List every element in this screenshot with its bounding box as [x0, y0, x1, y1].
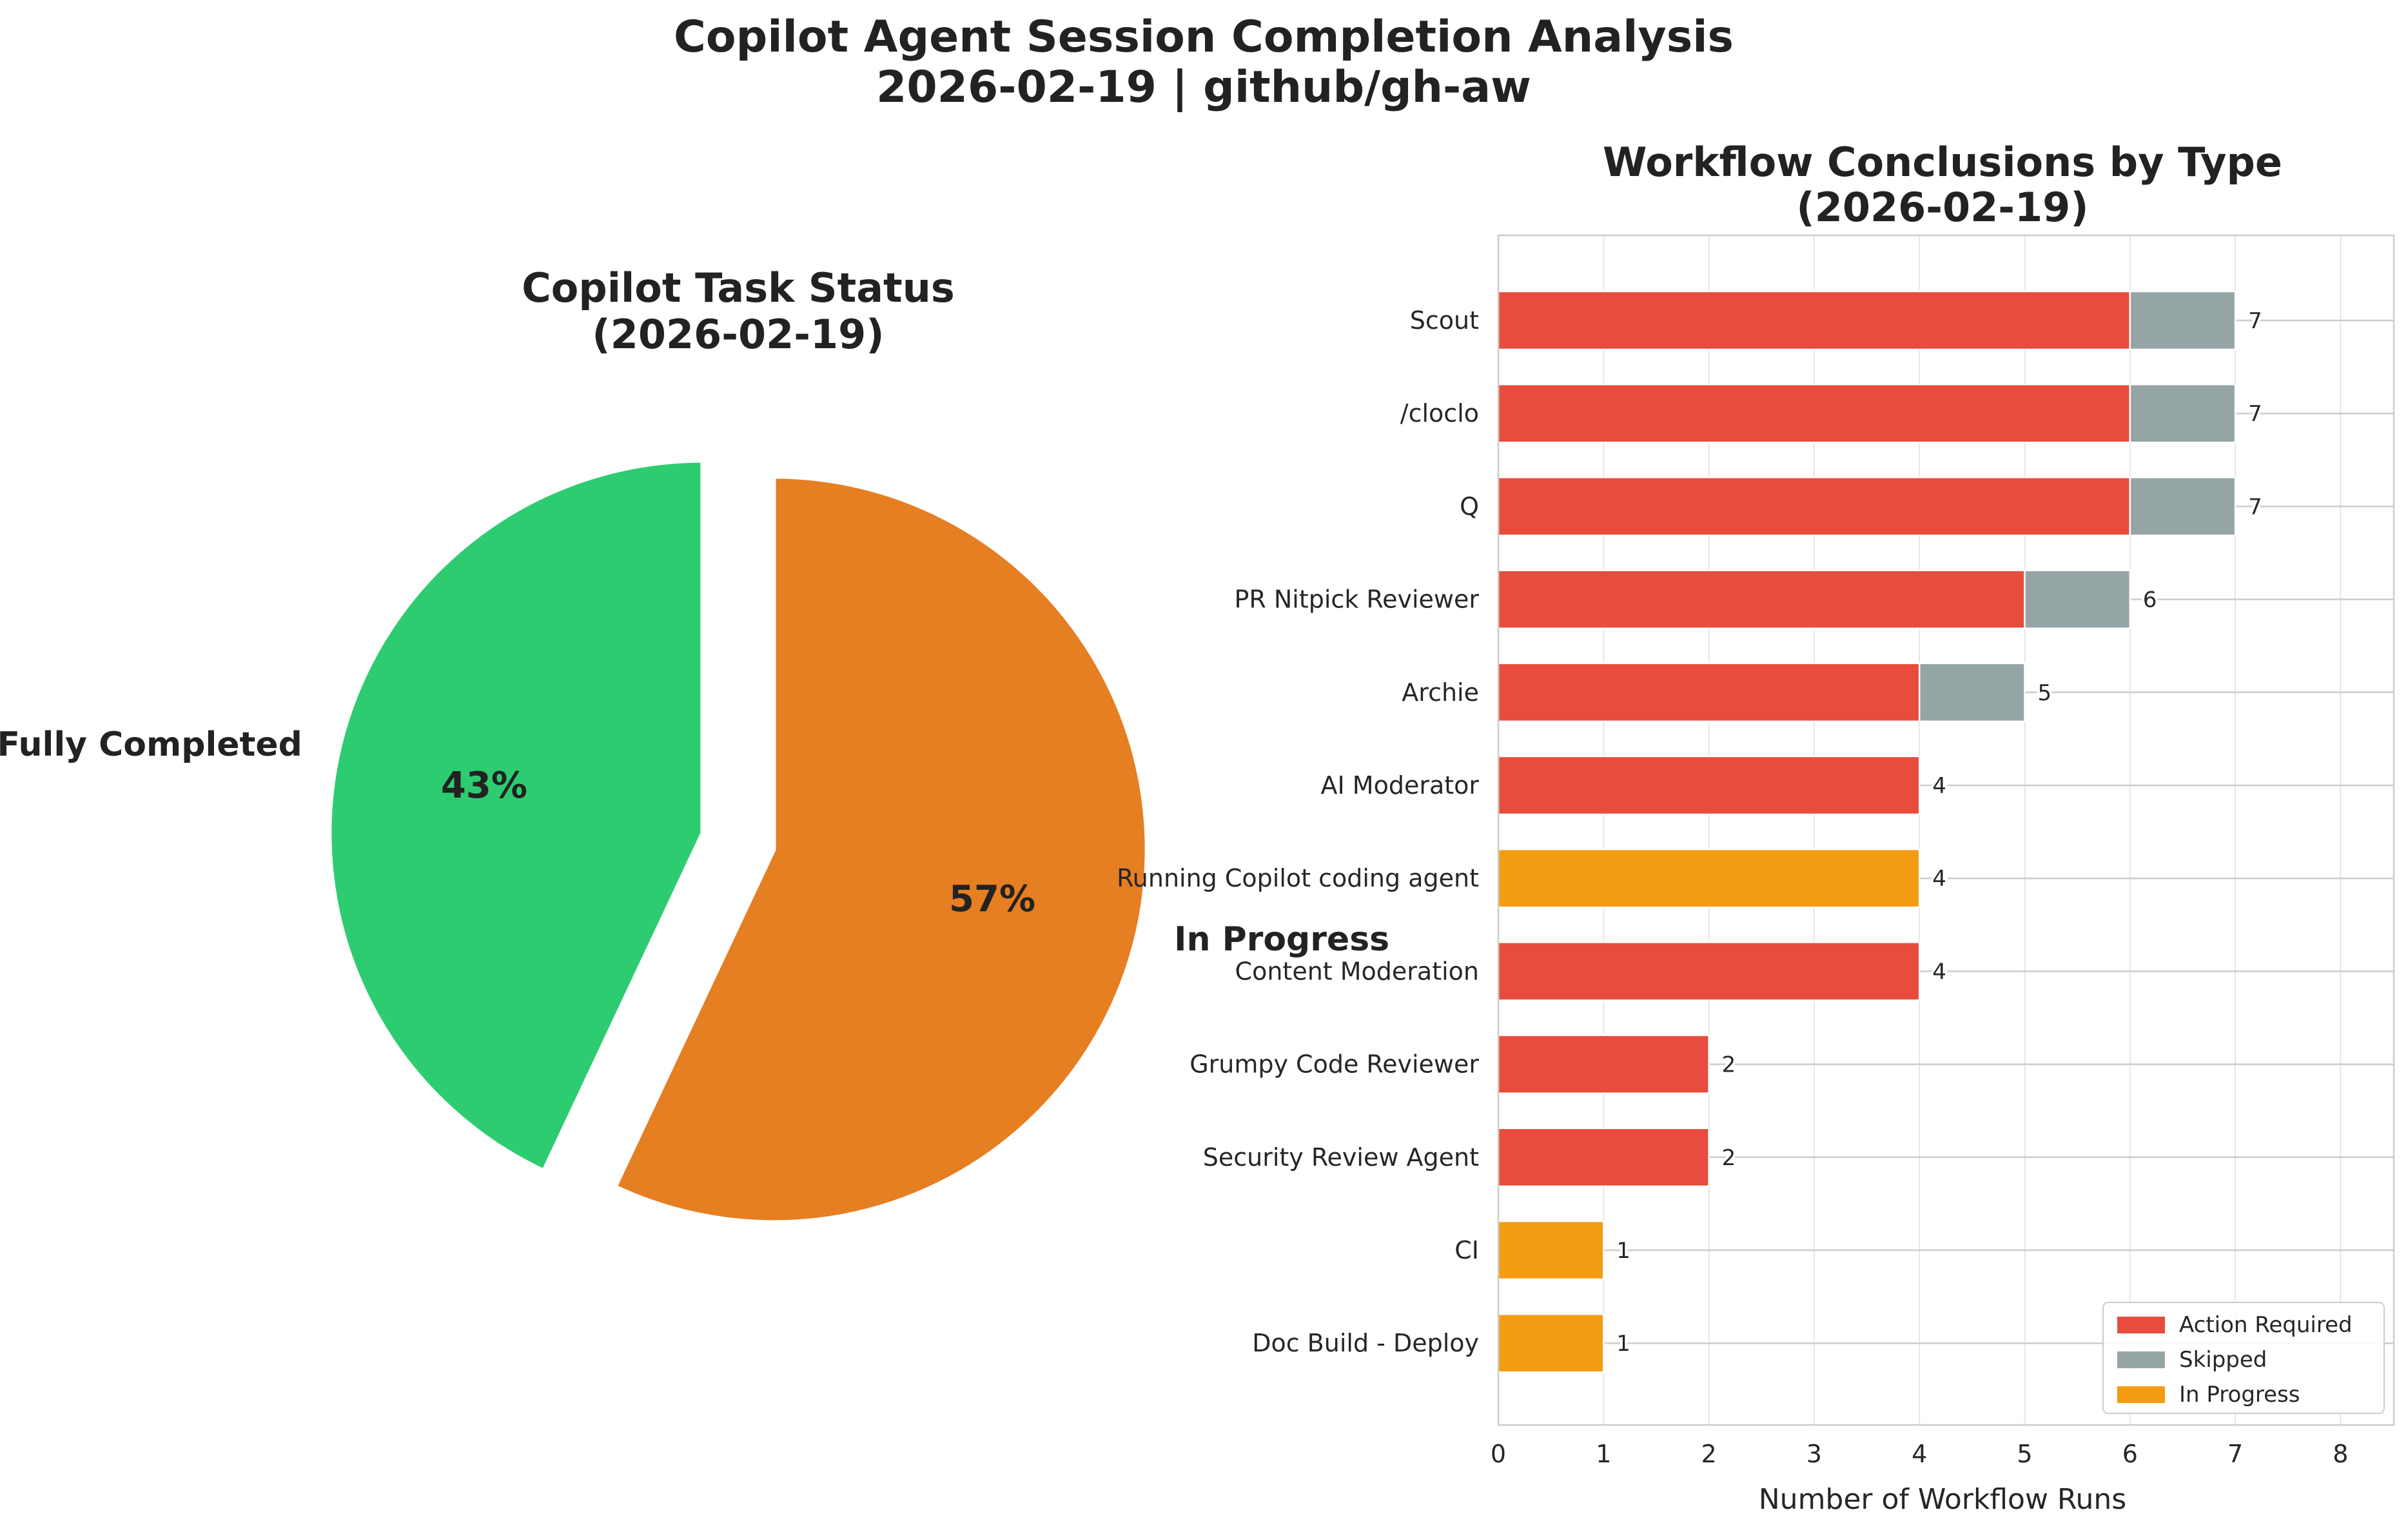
- bar-total-label: 4: [1932, 866, 1946, 892]
- x-tick-label: 0: [1491, 1440, 1506, 1468]
- pie-category-label: Fully Completed: [0, 725, 302, 764]
- plot-frame: [1497, 234, 2395, 1426]
- x-axis-label: Number of Workflow Runs: [1759, 1483, 2126, 1516]
- y-category-label: AI Moderator: [1321, 771, 1480, 800]
- bar-skipped: [2129, 383, 2237, 444]
- bar-total-label: 7: [2248, 308, 2262, 334]
- x-tick-label: 1: [1596, 1440, 1611, 1468]
- y-category-label: Doc Build - Deploy: [1252, 1329, 1479, 1357]
- y-category-label: CI: [1454, 1236, 1479, 1264]
- y-category-label: Grumpy Code Reviewer: [1189, 1050, 1479, 1079]
- x-tick-label: 8: [2333, 1440, 2348, 1468]
- bar-total-label: 5: [2038, 680, 2052, 706]
- y-category-label: Q: [1460, 492, 1479, 520]
- bar-chart: Workflow Conclusions by Type (2026-02-19…: [1117, 139, 2395, 1516]
- bar-total-label: 4: [1932, 959, 1946, 985]
- legend-label: Skipped: [2179, 1347, 2267, 1373]
- y-category-label: /cloclo: [1400, 399, 1479, 427]
- bar-action-required: [1497, 755, 1921, 816]
- pie-slice-in-progress: [612, 475, 1149, 1224]
- bar-skipped: [2129, 476, 2237, 536]
- bar-action-required: [1497, 1034, 1710, 1094]
- pie-percentage-label: 57%: [949, 878, 1035, 920]
- pie-chart: Copilot Task Status (2026-02-19) Fully C…: [0, 264, 1389, 1224]
- y-category-label: Running Copilot coding agent: [1117, 864, 1479, 892]
- x-tick-label: 7: [2227, 1440, 2243, 1468]
- x-tick-label: 2: [1701, 1440, 1717, 1468]
- bar-action-required: [1497, 941, 1921, 1001]
- pie-percentage-label: 43%: [441, 765, 527, 807]
- bar-skipped: [2129, 290, 2237, 351]
- bar-action-required: [1497, 383, 2131, 444]
- bar-total-label: 1: [1616, 1331, 1630, 1357]
- y-category-label: Scout: [1410, 306, 1479, 335]
- x-tick-label: 5: [2017, 1440, 2032, 1468]
- pie-subtitle: (2026-02-19): [592, 311, 884, 358]
- legend-swatch: [2117, 1317, 2165, 1333]
- bar-action-required: [1497, 1127, 1710, 1188]
- bar-total-label: 6: [2143, 587, 2157, 613]
- bar-action-required: [1497, 569, 2026, 629]
- bar-total-label: 4: [1932, 773, 1946, 799]
- legend-swatch: [2117, 1351, 2165, 1368]
- y-category-label: Archie: [1402, 678, 1479, 707]
- legend-swatch: [2117, 1386, 2165, 1403]
- bar-skipped: [2024, 569, 2131, 629]
- pie-category-label: In Progress: [1174, 920, 1389, 959]
- bar-in-progress: [1497, 848, 1921, 908]
- bar-total-label: 2: [1722, 1145, 1736, 1171]
- legend: Action Required Skipped In Progress: [2102, 1302, 2385, 1414]
- bar-in-progress: [1497, 1220, 1605, 1281]
- x-tick-label: 6: [2122, 1440, 2138, 1468]
- legend-label: In Progress: [2179, 1382, 2300, 1408]
- figure-title-line2: 2026-02-19 | github/gh-aw: [876, 62, 1531, 113]
- bar-total-label: 2: [1722, 1052, 1736, 1078]
- y-category-label: Security Review Agent: [1203, 1143, 1479, 1172]
- bar-total-label: 1: [1616, 1238, 1630, 1264]
- legend-box: [2102, 1302, 2385, 1414]
- bar-action-required: [1497, 476, 2131, 536]
- bar-total-label: 7: [2248, 494, 2262, 520]
- x-tick-label: 3: [1806, 1440, 1822, 1468]
- x-tick-label: 4: [1912, 1440, 1927, 1468]
- pie-slice-fully-completed: [328, 458, 705, 1174]
- bar-subtitle: (2026-02-19): [1796, 184, 2088, 231]
- figure-title-line1: Copilot Agent Session Completion Analysi…: [674, 12, 1734, 63]
- y-category-label: PR Nitpick Reviewer: [1234, 585, 1479, 614]
- bar-title: Workflow Conclusions by Type: [1603, 139, 2282, 186]
- pie-title: Copilot Task Status: [522, 264, 954, 311]
- legend-label: Action Required: [2179, 1312, 2353, 1338]
- bar-total-label: 7: [2248, 401, 2262, 427]
- y-category-label: Content Moderation: [1235, 957, 1479, 985]
- bar-in-progress: [1497, 1313, 1605, 1373]
- bar-action-required: [1497, 290, 2131, 351]
- bar-skipped: [1918, 662, 2026, 723]
- bar-action-required: [1497, 662, 1921, 723]
